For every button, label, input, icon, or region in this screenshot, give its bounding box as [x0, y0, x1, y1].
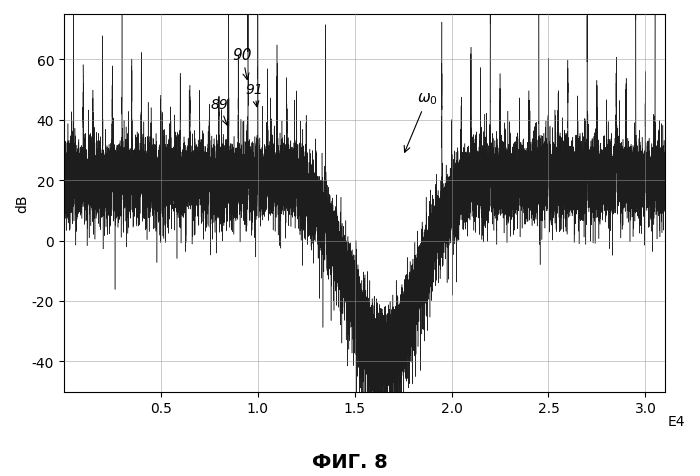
Text: $\omega_0$: $\omega_0$ [404, 91, 438, 153]
Text: ФИГ. 8: ФИГ. 8 [312, 452, 388, 471]
Text: E4: E4 [668, 414, 685, 428]
Text: 89: 89 [210, 98, 228, 126]
Text: 90: 90 [232, 48, 252, 80]
Text: 91: 91 [245, 82, 262, 108]
Y-axis label: dB: dB [15, 194, 29, 213]
